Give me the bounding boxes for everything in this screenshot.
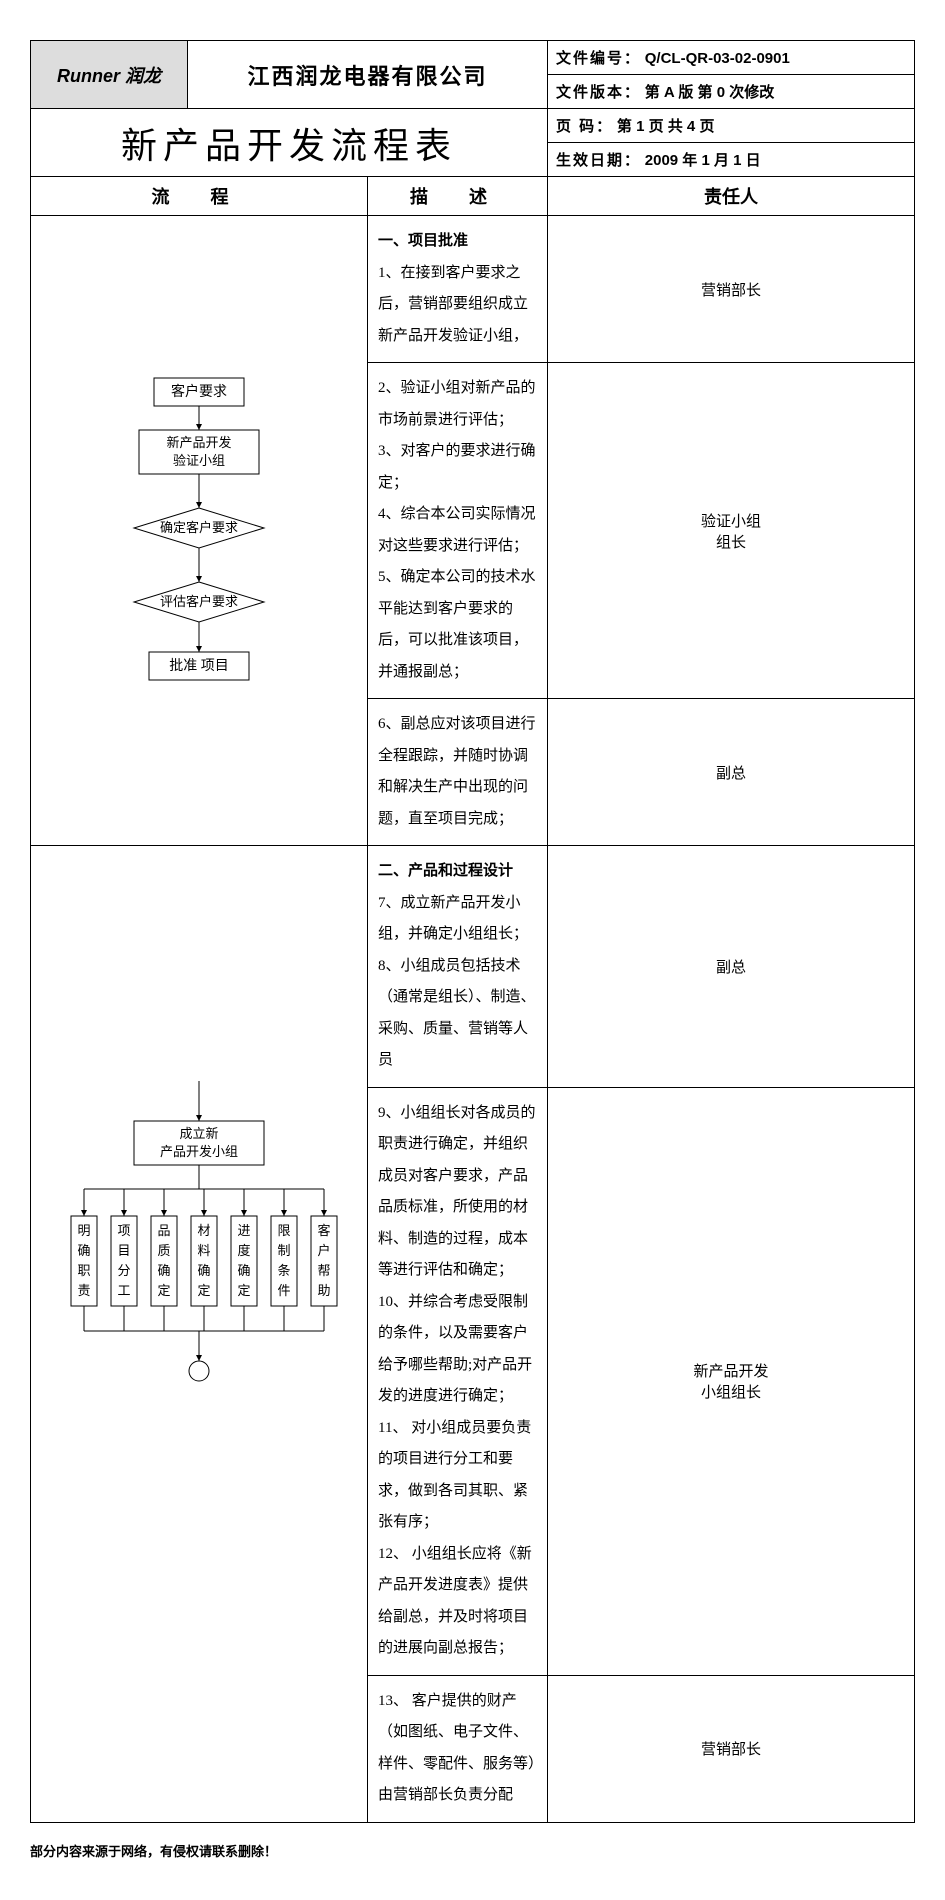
owner-2: 验证小组 组长 [548, 363, 915, 699]
svg-text:进: 进 [237, 1223, 250, 1238]
svg-text:制: 制 [277, 1243, 290, 1258]
desc-item: 12、 小组组长应将《新产品开发进度表》提供给副总，并及时将项目的进展向副总报告… [378, 1539, 537, 1665]
desc-item: 9、小组组长对各成员的职责进行确定，并组织成员对客户要求，产品品质标准，所使用的… [378, 1098, 537, 1287]
footer-note: 部分内容来源于网络，有侵权请联系删除！ [30, 1841, 915, 1860]
svg-text:职: 职 [77, 1263, 90, 1278]
desc-item: 8、小组成员包括技术（通常是组长）、制造、采购、质量、营销等人员 [378, 951, 537, 1077]
col-desc-header: 描 述 [368, 177, 548, 216]
svg-text:产品开发小组: 产品开发小组 [160, 1144, 238, 1159]
svg-text:客: 客 [317, 1223, 330, 1238]
logo: Runner 润龙 [31, 41, 188, 109]
desc-heading-2: 二、产品和过程设计 [378, 856, 537, 888]
meta-page: 页 码： 第 1 页 共 4 页 [548, 109, 915, 143]
svg-text:责: 责 [77, 1283, 90, 1298]
desc-cell-3: 6、副总应对该项目进行全程跟踪，并随时协调和解决生产中出现的问题，直至项目完成； [368, 699, 548, 846]
col-owner-header: 责任人 [548, 177, 915, 216]
desc-item: 6、副总应对该项目进行全程跟踪，并随时协调和解决生产中出现的问题，直至项目完成； [378, 709, 537, 835]
desc-item: 4、综合本公司实际情况对这些要求进行评估； [378, 499, 537, 562]
doc-no-value: Q/CL-QR-03-02-0901 [645, 50, 790, 67]
desc-block-3: 6、副总应对该项目进行全程跟踪，并随时协调和解决生产中出现的问题，直至项目完成； [368, 699, 547, 845]
desc-cell-5: 9、小组组长对各成员的职责进行确定，并组织成员对客户要求，产品品质标准，所使用的… [368, 1087, 548, 1675]
desc-item: 10、并综合考虑受限制的条件，以及需要客户给予哪些帮助;对产品开发的进度进行确定… [378, 1287, 537, 1413]
owner-1: 营销部长 [548, 216, 915, 363]
desc-heading-1: 一、项目批准 [378, 226, 537, 258]
owner-6: 营销部长 [548, 1675, 915, 1822]
desc-block-6: 13、 客户提供的财产（如图纸、电子文件、样件、零配件、服务等）由营销部长负责分… [368, 1676, 547, 1822]
svg-text:验证小组: 验证小组 [173, 453, 225, 468]
owner-3: 副总 [548, 699, 915, 846]
col-flow-header: 流 程 [31, 177, 368, 216]
svg-text:评估客户要求: 评估客户要求 [160, 594, 238, 609]
svg-text:确: 确 [237, 1263, 250, 1278]
desc-cell-2: 2、验证小组对新产品的市场前景进行评估； 3、对客户的要求进行确定； 4、综合本… [368, 363, 548, 699]
desc-item: 11、 对小组成员要负责的项目进行分工和要求，做到各司其职、紧张有序； [378, 1413, 537, 1539]
date-label: 生效日期： [556, 152, 641, 169]
svg-text:项: 项 [117, 1223, 130, 1238]
date-value: 2009 年 1 月 1 日 [645, 152, 761, 169]
meta-date: 生效日期： 2009 年 1 月 1 日 [548, 143, 915, 177]
svg-text:帮: 帮 [317, 1263, 330, 1278]
company-name: 江西润龙电器有限公司 [188, 41, 548, 109]
svg-text:成立新: 成立新 [179, 1126, 218, 1141]
svg-text:户: 户 [317, 1243, 330, 1258]
svg-text:明: 明 [77, 1223, 90, 1238]
desc-cell-6: 13、 客户提供的财产（如图纸、电子文件、样件、零配件、服务等）由营销部长负责分… [368, 1675, 548, 1822]
svg-text:条: 条 [277, 1263, 290, 1278]
desc-item: 3、对客户的要求进行确定； [378, 436, 537, 499]
svg-text:定: 定 [157, 1283, 170, 1298]
desc-item: 13、 客户提供的财产（如图纸、电子文件、样件、零配件、服务等）由营销部长负责分… [378, 1686, 537, 1812]
svg-text:质: 质 [157, 1243, 170, 1258]
flowchart-part2: 成立新产品开发小组明确职责项目分工品质确定材料确定进度确定限制条件客户帮助 [39, 1071, 359, 1591]
document-title: 新产品开发流程表 [31, 109, 548, 177]
svg-text:定: 定 [197, 1283, 210, 1298]
svg-text:目: 目 [117, 1243, 130, 1258]
svg-text:客户要求: 客户要求 [171, 383, 227, 400]
version-value: 第 A 版 第 0 次修改 [645, 84, 774, 101]
svg-text:新产品开发: 新产品开发 [166, 435, 231, 450]
page-value: 第 1 页 共 4 页 [617, 118, 715, 135]
desc-block-2: 2、验证小组对新产品的市场前景进行评估； 3、对客户的要求进行确定； 4、综合本… [368, 363, 547, 698]
svg-text:料: 料 [197, 1243, 210, 1258]
flowchart-part1-cell: 客户要求新产品开发验证小组确定客户要求评估客户要求批准 项目 [31, 216, 368, 846]
doc-no-label: 文件编号： [556, 50, 641, 67]
svg-text:件: 件 [277, 1283, 290, 1298]
owner-4: 副总 [548, 846, 915, 1088]
desc-item: 5、确定本公司的技术水平能达到客户要求的后，可以批准该项目，并通报副总； [378, 562, 537, 688]
svg-text:限: 限 [277, 1223, 290, 1238]
svg-text:分: 分 [117, 1263, 130, 1278]
svg-text:品: 品 [157, 1223, 170, 1238]
version-label: 文件版本： [556, 84, 641, 101]
svg-text:材: 材 [197, 1223, 210, 1238]
svg-text:确定客户要求: 确定客户要求 [160, 520, 238, 535]
svg-text:定: 定 [237, 1283, 250, 1298]
desc-item: 1、在接到客户要求之后，营销部要组织成立新产品开发验证小组， [378, 258, 537, 353]
owner-5: 新产品开发 小组组长 [548, 1087, 915, 1675]
desc-block-4: 二、产品和过程设计 7、成立新产品开发小组，并确定小组组长； 8、小组成员包括技… [368, 846, 547, 1087]
desc-cell-4: 二、产品和过程设计 7、成立新产品开发小组，并确定小组组长； 8、小组成员包括技… [368, 846, 548, 1088]
flowchart-part2-cell: 成立新产品开发小组明确职责项目分工品质确定材料确定进度确定限制条件客户帮助 [31, 846, 368, 1823]
meta-version: 文件版本： 第 A 版 第 0 次修改 [548, 75, 915, 109]
desc-block-5: 9、小组组长对各成员的职责进行确定，并组织成员对客户要求，产品品质标准，所使用的… [368, 1088, 547, 1675]
page-label: 页 码： [556, 118, 613, 135]
svg-text:批准 项目: 批准 项目 [169, 658, 229, 674]
flowchart-part1: 客户要求新产品开发验证小组确定客户要求评估客户要求批准 项目 [39, 358, 359, 698]
svg-text:工: 工 [117, 1283, 130, 1298]
page: Runner 润龙 江西润龙电器有限公司 文件编号： Q/CL-QR-03-02… [30, 40, 915, 1860]
svg-text:助: 助 [317, 1283, 330, 1298]
svg-text:确: 确 [157, 1263, 170, 1278]
desc-item: 7、成立新产品开发小组，并确定小组组长； [378, 888, 537, 951]
svg-text:确: 确 [197, 1263, 210, 1278]
document-table: Runner 润龙 江西润龙电器有限公司 文件编号： Q/CL-QR-03-02… [30, 40, 915, 1823]
svg-text:度: 度 [237, 1243, 250, 1258]
desc-item: 2、验证小组对新产品的市场前景进行评估； [378, 373, 537, 436]
svg-text:确: 确 [77, 1243, 90, 1258]
meta-doc-no: 文件编号： Q/CL-QR-03-02-0901 [548, 41, 915, 75]
desc-block-1: 一、项目批准 1、在接到客户要求之后，营销部要组织成立新产品开发验证小组， [368, 216, 547, 362]
desc-cell-1: 一、项目批准 1、在接到客户要求之后，营销部要组织成立新产品开发验证小组， [368, 216, 548, 363]
